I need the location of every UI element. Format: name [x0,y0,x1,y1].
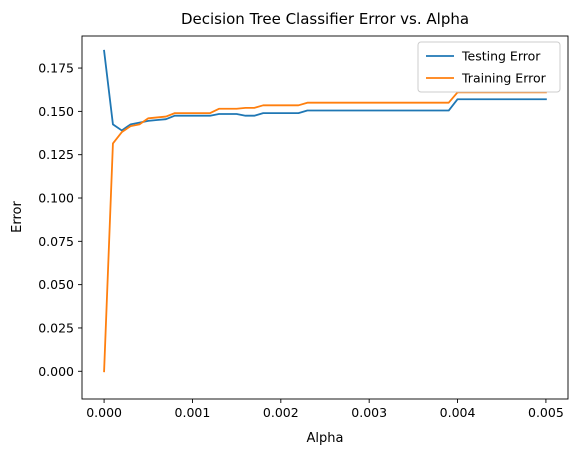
x-tick-label: 0.005 [528,405,564,420]
x-tick-label: 0.004 [440,405,476,420]
x-tick-label: 0.002 [263,405,299,420]
chart-title: Decision Tree Classifier Error vs. Alpha [181,10,469,28]
series-line-training-error [103,91,547,373]
legend-label: Testing Error [461,49,541,64]
y-tick-label: 0.100 [38,191,74,206]
y-tick-label: 0.075 [38,234,74,249]
axes: 0.000 0.001 0.002 0.003 0.004 0.005 0.000 0.025… [38,35,569,420]
axes-frame [81,35,569,400]
y-tick-label: 0.025 [38,320,74,335]
legend: Testing Error Training Error [417,41,561,93]
x-axis-label: Alpha [307,431,344,446]
series-line-testing-error [103,49,547,132]
legend-box [417,41,561,93]
y-tick-label: 0.175 [38,61,74,76]
y-tick-label: 0.150 [38,104,74,119]
y-tick-label: 0.125 [38,147,74,162]
x-tick-label: 0.003 [351,405,387,420]
plot-area [103,49,547,373]
y-tick-label: 0.000 [38,364,74,379]
y-tick-label: 0.050 [38,277,74,292]
legend-label: Training Error [461,71,547,86]
x-tick-label: 0.001 [175,405,211,420]
x-tick-label: 0.000 [86,405,122,420]
y-axis-label: Error [10,201,25,233]
